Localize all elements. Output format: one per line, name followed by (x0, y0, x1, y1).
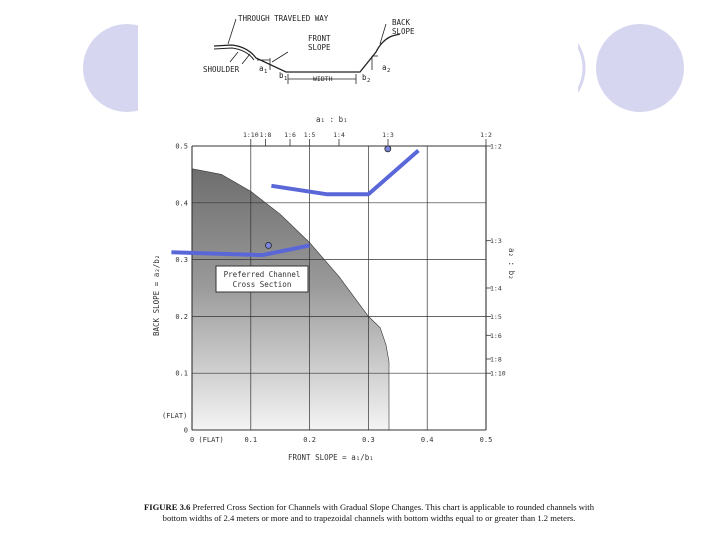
label-b1: b (279, 71, 284, 80)
x-tick-label: 0.4 (421, 436, 434, 444)
caption-figure-label: FIGURE 3.6 (144, 502, 191, 512)
label-b2: b (362, 73, 367, 82)
label-a2: a (382, 63, 387, 72)
x-tick-label: 0.3 (362, 436, 375, 444)
channel-profile (213, 33, 401, 73)
front-slope-leader (271, 51, 289, 63)
label-shoulder: SHOULDER (203, 65, 240, 74)
back-slope-leader (379, 23, 387, 45)
preferred-region-layer (191, 168, 390, 431)
tick-label-layer: 0 (FLAT) 0.1 0.2 0.3 0.4 0.5 0 0.1 0.2 0.3 0.4 0.5 1… (175, 131, 505, 444)
grid-layer (191, 139, 491, 431)
right-tick-label: 1:10 (490, 370, 506, 378)
x-tick-label: 0.5 (480, 436, 493, 444)
preferred-region (191, 168, 390, 431)
label-front: FRONT (308, 34, 331, 43)
highlight-line (171, 243, 311, 258)
right-axis-label: a₂ : b₂ (507, 248, 516, 280)
label-back: BACK (392, 18, 411, 27)
y-flat-label: (FLAT) (162, 412, 187, 420)
y-tick-label: 0.3 (175, 256, 188, 264)
through-leader (227, 18, 237, 45)
marker-layer (265, 145, 392, 249)
shoulder-marks (229, 51, 251, 65)
right-tick-label: 1:6 (490, 332, 502, 340)
label-through-traveled-way: THROUGH TRAVELED WAY (238, 14, 329, 23)
right-tick-label: 1:5 (490, 313, 502, 321)
top-tick-label: 1:3 (382, 131, 394, 139)
x-axis-label: FRONT SLOPE = a₁/b₁ (288, 453, 374, 462)
right-tick-label: 1:4 (490, 285, 502, 293)
top-tick-label: 1:10 (243, 131, 259, 139)
right-tick-label: 1:2 (490, 143, 502, 151)
y-tick-label: 0.2 (175, 313, 188, 321)
label-width: WIDTH (313, 75, 333, 83)
figure-backdrop (138, 8, 578, 114)
y-tick-label: 0.5 (175, 143, 188, 151)
figure-caption: FIGURE 3.6 Preferred Cross Section for C… (138, 502, 600, 524)
y-tick-label: 0.1 (175, 370, 188, 378)
x-tick-label: 0.1 (244, 436, 257, 444)
top-tick-label: 1:2 (480, 131, 492, 139)
label-front-slope: SLOPE (308, 43, 331, 52)
right-tick-label: 1:3 (490, 237, 502, 245)
decor-circle-right (596, 24, 684, 112)
top-axis-label: a₁ : b₁ (316, 115, 348, 124)
label-b2-sub: 2 (367, 78, 370, 84)
x-tick-label: 0.2 (303, 436, 316, 444)
top-tick-label: 1:8 (260, 131, 272, 139)
region-label-box (215, 265, 309, 293)
channel-sketch: THROUGH TRAVELED WAY FRONT SLOPE BACK SL… (203, 14, 415, 84)
top-tick-label: 1:6 (284, 131, 296, 139)
data-marker (265, 241, 272, 249)
channel-profile-under (213, 47, 255, 61)
y-tick-label: 0 (184, 427, 188, 435)
label-b1-sub: 1 (284, 76, 287, 82)
highlight-layer (171, 148, 420, 258)
data-marker (384, 145, 392, 153)
region-label-line2: Cross Section (233, 280, 292, 289)
region-label-line1: Preferred Channel (224, 270, 301, 279)
y-axis-label: BACK SLOPE = a₂/b₂ (152, 255, 161, 336)
top-tick-label: 1:5 (304, 131, 316, 139)
label-a1: a (259, 64, 264, 73)
top-tick-label: 1:4 (333, 131, 345, 139)
label-a1-sub: 1 (264, 69, 267, 75)
label-a2-sub: 2 (387, 68, 390, 74)
y-tick-label: 0.4 (175, 199, 188, 207)
x-tick-label: 0 (FLAT) (190, 436, 224, 444)
highlight-line (271, 148, 420, 197)
label-back-slope: SLOPE (392, 27, 415, 36)
caption-text: Preferred Cross Section for Channels wit… (162, 502, 594, 523)
right-tick-label: 1:8 (490, 356, 502, 364)
